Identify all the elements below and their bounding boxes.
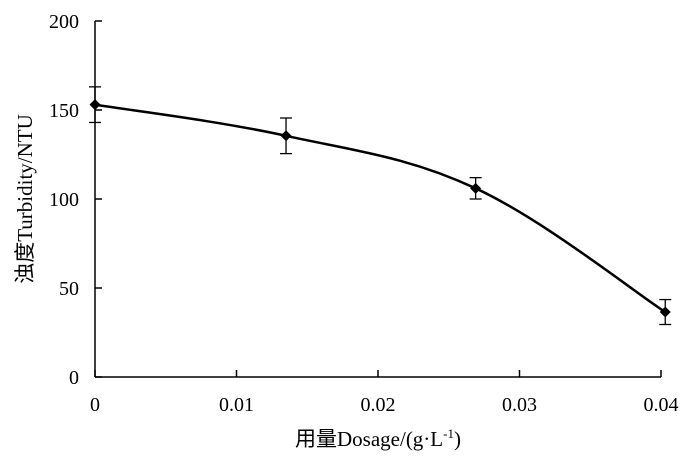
y-tick-label: 100 [49,189,79,211]
ticks: 0 50 100 150 200 0 0.01 0.02 0.03 0.04 [49,11,679,416]
x-axis-title-sup: -1 [443,426,454,441]
series [89,86,672,326]
x-tick-label: 0.04 [644,394,679,416]
y-axis-title: 浊度Turbidity/NTU [13,114,37,284]
y-tick-label: 200 [49,11,79,33]
x-tick-label: 0 [90,394,100,416]
y-tick-label: 50 [59,278,79,300]
y-tick-label: 150 [49,100,79,122]
data-point [659,306,671,318]
data-point [280,130,292,142]
axes [94,21,661,378]
series-line [94,103,666,314]
x-axis-title: 用量Dosage/(g·L-1) [295,426,461,451]
x-axis-title-tail: ) [454,427,461,451]
x-tick-label: 0.02 [361,394,396,416]
data-point [89,99,101,111]
y-tick-label: 0 [69,367,79,389]
x-tick-label: 0.03 [502,394,537,416]
data-point [470,182,482,194]
x-tick-label: 0.01 [219,394,254,416]
